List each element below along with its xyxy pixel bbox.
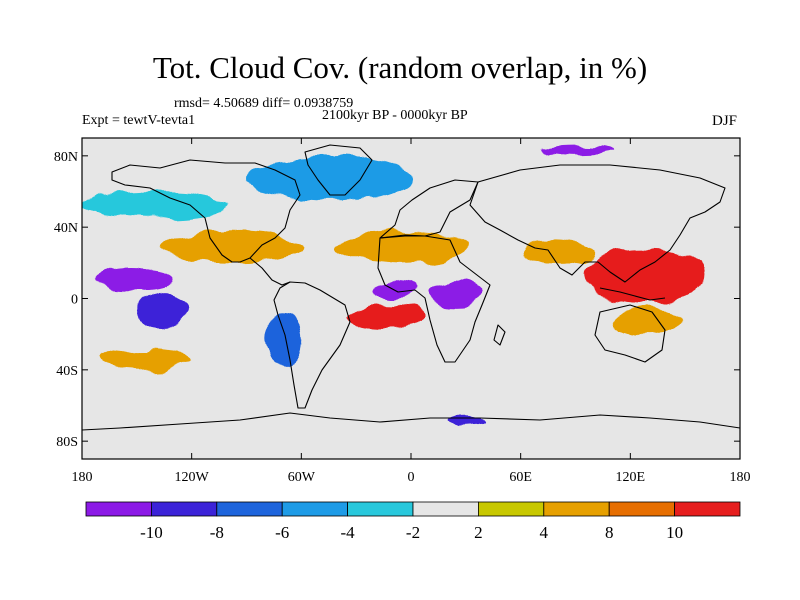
colorbar-label: 8 — [605, 523, 614, 542]
colorbar-swatch — [412, 501, 479, 517]
coastline-madagascar — [493, 324, 506, 346]
coastline-australia — [594, 304, 666, 363]
colorbar-label: -2 — [406, 523, 420, 542]
anomaly-region-5 — [347, 305, 426, 328]
coastline-south-america — [273, 281, 351, 409]
experiment-label: Expt = tewtV-tevta1 — [82, 113, 196, 128]
coastlines — [82, 144, 740, 431]
colorbar-label: -6 — [275, 523, 289, 542]
coastline-antarctica — [82, 412, 740, 431]
anomaly-region-11 — [246, 155, 411, 201]
period-label: 2100kyr BP - 0000kyr BP — [322, 108, 468, 123]
coastline-north-america — [111, 159, 301, 263]
anomaly-region-15 — [82, 191, 229, 219]
colorbar-label: -10 — [140, 523, 163, 542]
colorbar-label: 10 — [666, 523, 683, 542]
axis-ticks: 180 120W 60W 0 60E 120E 180 80N 40N 0 40S 80S — [54, 138, 751, 485]
colorbar-label: -4 — [341, 523, 356, 542]
season-label: DJF — [712, 113, 738, 129]
colorbar-swatch — [674, 501, 741, 517]
x-tick-label: 120E — [616, 470, 646, 485]
y-tick-label: 80N — [54, 150, 78, 165]
coastline-indonesia — [599, 287, 666, 301]
colorbar-swatch — [216, 501, 283, 517]
x-tick-label: 120W — [175, 470, 210, 485]
y-tick-label: 0 — [71, 293, 78, 308]
anomaly-region-10 — [100, 352, 192, 370]
anomaly-region-1 — [136, 293, 189, 328]
stats-label: rmsd= 4.50689 diff= 0.0938759 — [174, 96, 354, 111]
anomaly-region-0 — [91, 269, 174, 292]
map-title: Tot. Cloud Cov. (random overlap, in %) — [152, 50, 648, 85]
y-tick-label: 40N — [54, 221, 78, 236]
colorbar-swatch — [477, 501, 545, 517]
colorbar-swatch — [85, 501, 152, 517]
y-tick-label: 40S — [56, 364, 78, 379]
x-tick-label: 60E — [509, 470, 532, 485]
colorbar-swatch — [347, 501, 414, 517]
x-tick-label: 180 — [730, 470, 751, 485]
colorbar-label: 2 — [474, 523, 483, 542]
anomaly-region-8 — [584, 248, 704, 303]
anomaly-region-4 — [520, 237, 594, 267]
coastline-africa — [377, 235, 491, 363]
anomaly-region-2 — [164, 230, 302, 263]
colorbar-label: -8 — [210, 523, 224, 542]
x-tick-label: 60W — [288, 470, 316, 485]
colorbar-swatch — [281, 501, 349, 517]
anomaly-region-3 — [337, 230, 466, 263]
anomaly-region-14 — [538, 145, 613, 156]
x-tick-label: 0 — [408, 470, 415, 485]
anomaly-region-13 — [447, 416, 485, 427]
coastline-greenland — [304, 144, 373, 196]
anomaly-region-9 — [612, 307, 686, 335]
coastline-central-america — [249, 257, 291, 286]
colorbar-swatch — [150, 501, 218, 517]
colorbar-label: 4 — [540, 523, 549, 542]
anomaly-region-12 — [264, 312, 302, 367]
y-tick-label: 80S — [56, 435, 78, 450]
anomaly-region-7 — [429, 280, 485, 308]
colorbar-swatch — [608, 501, 676, 517]
colorbar-swatch — [543, 501, 610, 517]
x-tick-label: 180 — [72, 470, 93, 485]
coastline-asia — [469, 164, 726, 283]
colorbar: -10 -8 -6 -4 -2 2 4 8 10 — [85, 501, 741, 542]
